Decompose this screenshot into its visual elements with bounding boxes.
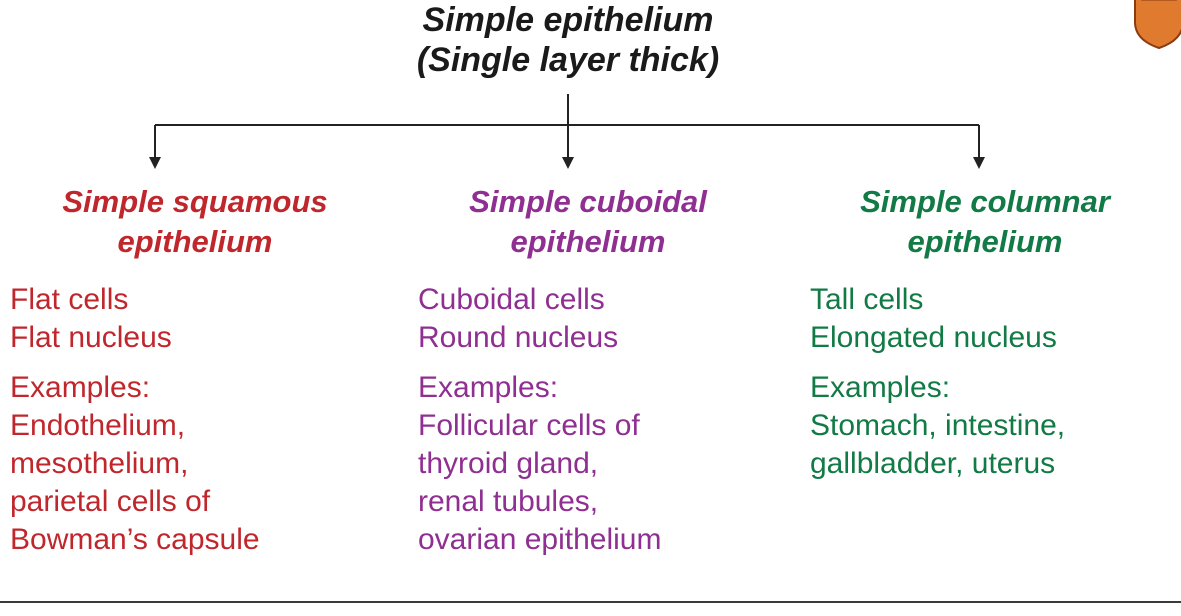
props-columnar: Tall cells Elongated nucleus (810, 281, 1180, 357)
heading-cuboidal-line-1: Simple cuboidal (469, 184, 707, 219)
example-item: thyroid gland, (418, 447, 599, 480)
examples-label: Examples: (10, 371, 151, 404)
example-item: gallbladder, uterus (810, 447, 1056, 480)
heading-columnar-line-1: Simple columnar (860, 184, 1110, 219)
example-item: Endothelium, (10, 409, 186, 442)
example-item: Follicular cells of (418, 409, 640, 442)
example-item: renal tubules, (418, 485, 599, 518)
heading-squamous-line-2: epithelium (117, 224, 273, 259)
prop-item: Elongated nucleus (810, 321, 1057, 354)
example-item: ovarian epithelium (418, 523, 662, 556)
heading-columnar-line-2: epithelium (907, 224, 1063, 259)
example-item: mesothelium, (10, 447, 189, 480)
examples-label: Examples: (418, 371, 559, 404)
examples-squamous: Examples: Endothelium, mesothelium, pari… (10, 369, 380, 559)
prop-item: Flat cells (10, 283, 129, 316)
example-item: Stomach, intestine, (810, 409, 1066, 442)
prop-item: Cuboidal cells (418, 283, 605, 316)
prop-item: Flat nucleus (10, 321, 172, 354)
heading-squamous: Simple squamous epithelium (10, 182, 380, 262)
examples-columnar: Examples: Stomach, intestine, gallbladde… (810, 369, 1180, 483)
root-title: Simple epithelium (Single layer thick) (0, 0, 1136, 80)
shield-badge-icon (1134, 0, 1181, 50)
props-cuboidal: Cuboidal cells Round nucleus (418, 281, 788, 357)
prop-item: Round nucleus (418, 321, 619, 354)
root-title-line-2: (Single layer thick) (416, 41, 720, 79)
props-squamous: Flat cells Flat nucleus (10, 281, 380, 357)
column-cuboidal: Simple cuboidal epithelium Cuboidal cell… (418, 182, 788, 559)
examples-label: Examples: (810, 371, 951, 404)
example-item: Bowman’s capsule (10, 523, 260, 556)
column-columnar: Simple columnar epithelium Tall cells El… (810, 182, 1180, 483)
examples-cuboidal: Examples: Follicular cells of thyroid gl… (418, 369, 788, 559)
prop-item: Tall cells (810, 283, 924, 316)
column-squamous: Simple squamous epithelium Flat cells Fl… (10, 182, 380, 559)
heading-squamous-line-1: Simple squamous (62, 184, 328, 219)
bottom-rule (0, 601, 1181, 603)
heading-columnar: Simple columnar epithelium (810, 182, 1160, 262)
example-item: parietal cells of (10, 485, 211, 518)
heading-cuboidal-line-2: epithelium (510, 224, 666, 259)
heading-cuboidal: Simple cuboidal epithelium (418, 182, 758, 262)
root-title-line-1: Simple epithelium (422, 1, 714, 39)
